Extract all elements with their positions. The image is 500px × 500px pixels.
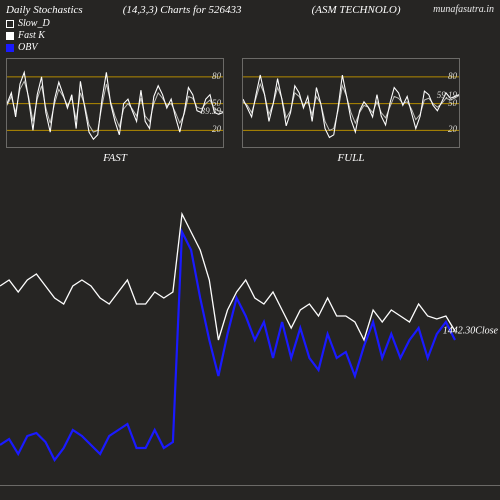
legend-obv: OBV <box>6 42 494 54</box>
legend-fast-k: Fast K <box>6 30 494 42</box>
main-price-obv-chart: 1442.30Close <box>0 190 500 490</box>
swatch-outline-icon <box>6 20 14 28</box>
source-site: munafasutra.in <box>433 4 494 16</box>
full-upper-label: 80 <box>448 71 457 81</box>
indicator-subtitle: (14,3,3) Charts for 526433 <box>123 4 242 16</box>
swatch-white-icon <box>6 32 14 40</box>
legend: Slow_D Fast K OBV <box>0 18 500 58</box>
symbol-name: (ASM TECHNOLO) <box>312 4 401 16</box>
fast-current-value: 39.39 <box>201 106 221 116</box>
fast-panel-title: FAST <box>6 152 224 164</box>
legend-slow-d: Slow_D <box>6 18 494 30</box>
full-current-value: 59.19 <box>437 90 457 100</box>
chart-header: Daily Stochastics (14,3,3) Charts for 52… <box>0 0 500 18</box>
legend-slow-label: Slow_D <box>18 18 50 30</box>
fast-stochastic-panel: 80 50 20 39.39 <box>6 58 224 148</box>
full-stochastic-panel: 80 50 20 59.19 <box>242 58 460 148</box>
swatch-blue-icon <box>6 44 14 52</box>
mini-panels: 80 50 20 39.39 FAST 80 50 20 59.19 FULL <box>0 58 500 164</box>
full-lower-label: 20 <box>448 124 457 134</box>
close-price-label: 1442.30Close <box>443 326 498 337</box>
legend-obv-label: OBV <box>18 42 37 54</box>
fast-upper-label: 80 <box>212 71 221 81</box>
indicator-title: Daily Stochastics <box>6 4 83 16</box>
fast-lower-label: 20 <box>212 124 221 134</box>
legend-fast-label: Fast K <box>18 30 45 42</box>
full-panel-title: FULL <box>242 152 460 164</box>
